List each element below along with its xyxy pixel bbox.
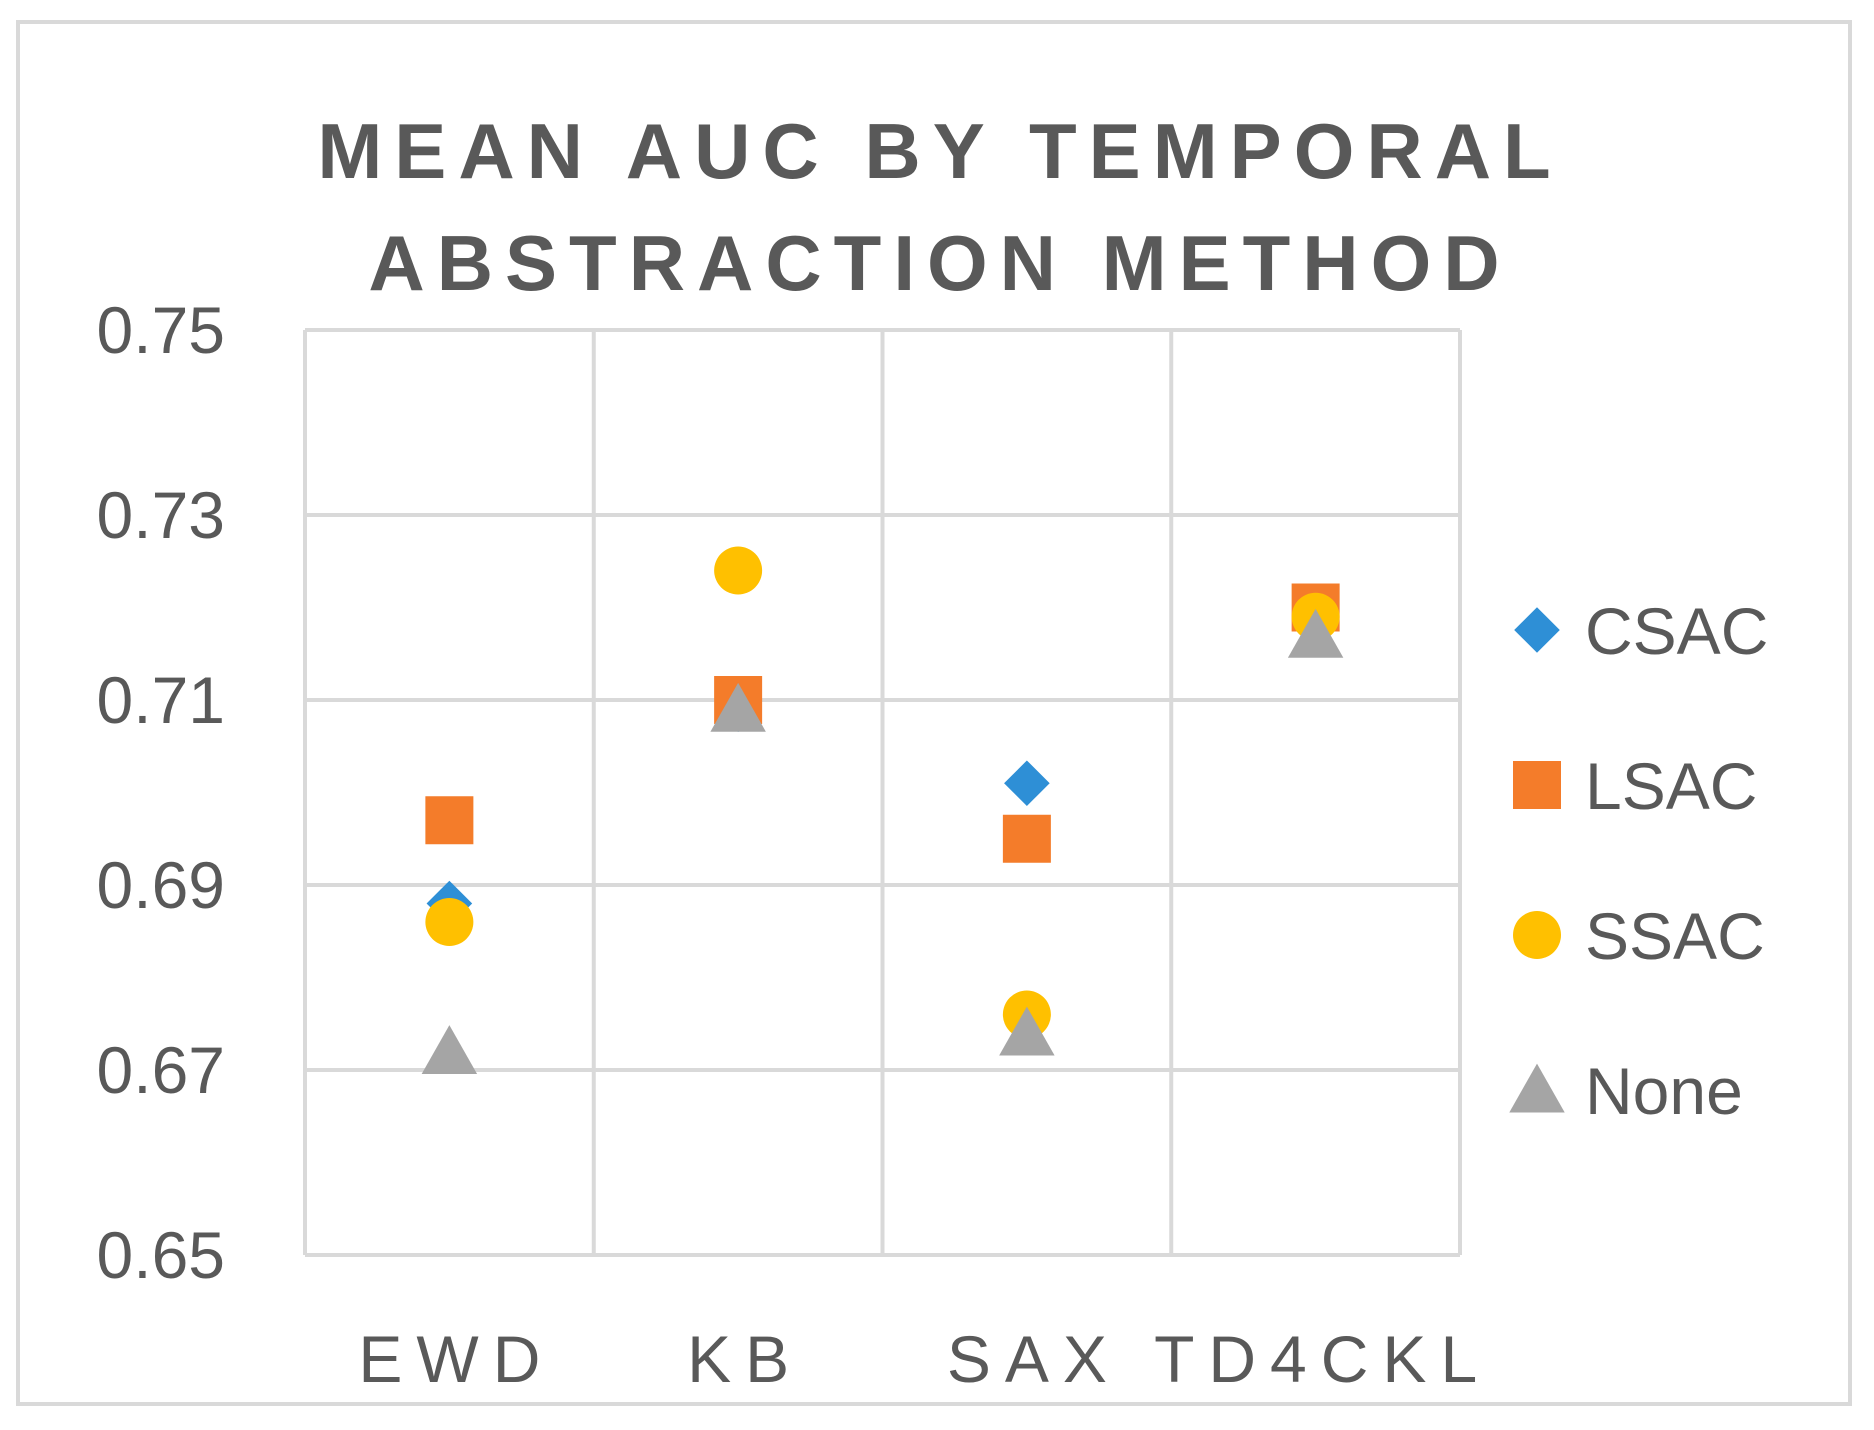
data-point-lsac [425,796,474,845]
legend-marker-ssac [1513,911,1561,959]
legend-label-csac: CSAC [1585,594,1768,668]
chart-frame [16,20,1852,1406]
data-point-none [1287,608,1344,658]
y-tick-label: 0.73 [97,478,225,552]
y-tick-label: 0.65 [97,1218,225,1292]
data-point-none [421,1025,478,1074]
data-point-csac [1004,760,1050,807]
y-tick-label: 0.75 [97,293,225,367]
data-point-lsac [1002,814,1051,863]
data-point-ssac [425,898,474,946]
y-tick-label: 0.67 [97,1033,225,1107]
legend-label-none: None [1585,1054,1743,1128]
data-point-ssac [714,546,763,595]
legend-label-lsac: LSAC [1585,749,1757,823]
y-tick-label: 0.71 [97,663,225,737]
chart-title: MEAN AUC BY TEMPORAL ABSTRACTION METHOD [317,107,1563,307]
x-tick-label: TD4CKL [1154,1322,1491,1396]
x-tick-label: KB [687,1322,803,1396]
data-point-none [999,1006,1055,1056]
legend-marker-csac [1514,607,1560,653]
x-tick-label: EWD [358,1322,554,1396]
y-tick-label: 0.69 [97,848,225,922]
x-tick-label: SAX [947,1322,1121,1396]
legend-label-ssac: SSAC [1585,899,1765,973]
legend-marker-lsac [1513,761,1561,809]
data-point-none [710,682,766,732]
legend-marker-none [1509,1063,1565,1113]
